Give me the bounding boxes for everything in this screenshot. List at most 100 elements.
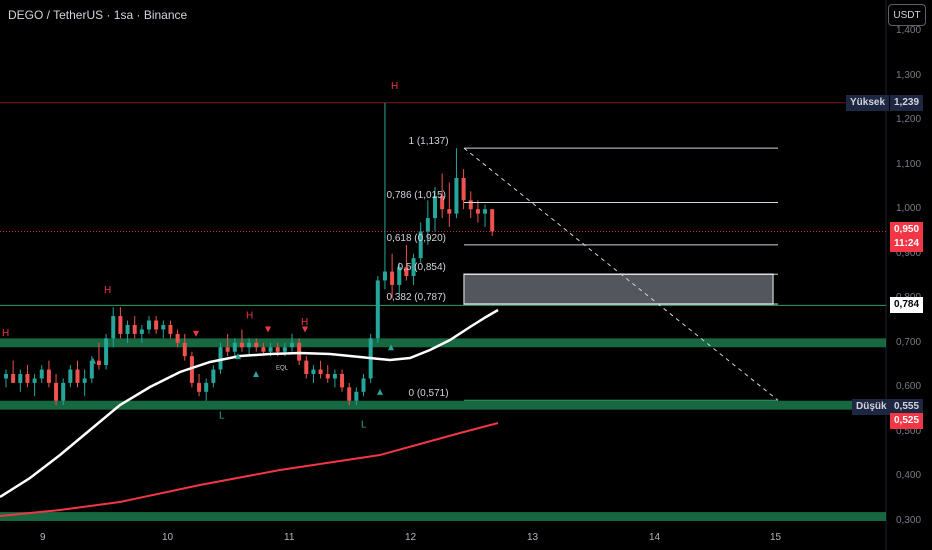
candle-body	[332, 373, 337, 379]
fib-level-label: 0 (0,571)	[408, 388, 449, 400]
candle-body	[375, 280, 380, 339]
ma-price-tag: 0,525	[890, 412, 924, 429]
signal-marker	[302, 326, 308, 333]
fib-level-label: 0,786 (1,015)	[386, 190, 447, 202]
fib-level-label: 0,5 (0,854)	[397, 262, 446, 274]
y-axis-tick-label: 1,000	[896, 203, 922, 215]
candle-body	[89, 360, 94, 379]
candle-body	[318, 369, 323, 374]
candle-body	[154, 320, 159, 330]
support-zone	[0, 512, 886, 521]
candle-body	[139, 329, 144, 334]
candle-body	[404, 267, 409, 276]
candle-body	[411, 258, 416, 276]
candle-body	[218, 347, 223, 370]
candle-body	[311, 369, 316, 374]
y-axis-tick-label: 0,500	[896, 425, 922, 437]
candle-body	[75, 369, 80, 383]
candle-body	[282, 347, 287, 352]
pattern-label: H	[2, 328, 9, 339]
fib-zone-box	[463, 273, 774, 305]
low-price-tag: 0,555	[890, 399, 924, 416]
signal-marker	[253, 370, 259, 377]
candle-body	[11, 373, 16, 383]
candle-body	[440, 195, 445, 210]
candle-body	[61, 382, 66, 401]
candle-body	[239, 342, 244, 348]
y-axis-tick-label: 0,600	[896, 381, 922, 393]
candle-body	[447, 209, 452, 214]
y-axis-tick-label: 0,300	[896, 514, 922, 526]
candle-body	[175, 333, 180, 343]
signal-marker	[377, 388, 383, 395]
symbol-title[interactable]: DEGO / TetherUS · 1sa · Binance	[8, 8, 188, 22]
candle-body	[96, 360, 101, 366]
fib-level-label: 1 (1,137)	[408, 136, 449, 148]
slow-moving-average	[0, 422, 499, 517]
x-axis-tick-label: 15	[770, 532, 782, 543]
candle-body	[125, 324, 130, 334]
candle-body	[433, 195, 437, 219]
candle-body	[82, 378, 87, 383]
candle-body	[111, 316, 116, 339]
y-axis-tick-label: 1,100	[896, 158, 922, 170]
y-axis-tick-label: 0,400	[896, 470, 922, 482]
candle-body	[247, 342, 252, 348]
high-price-tag: 1,239	[890, 94, 924, 111]
candle-body	[475, 209, 480, 214]
y-axis-tick-label: 1,300	[896, 69, 922, 81]
y-axis-tick-label: 1,200	[896, 114, 922, 126]
level-price-tag: 0,784	[890, 297, 924, 314]
y-axis-tick-label: 1,400	[896, 25, 922, 36]
x-axis-tick-label: 9	[40, 532, 46, 543]
signal-marker	[265, 326, 271, 333]
candle-body	[483, 209, 488, 214]
candle-body	[39, 369, 44, 379]
candle-body	[454, 177, 459, 214]
candle-body	[161, 324, 166, 330]
candle-body	[204, 382, 209, 392]
candle-body	[340, 373, 345, 388]
x-axis-tick-label: 10	[162, 532, 174, 543]
candle-body	[104, 338, 109, 366]
signal-marker	[90, 357, 96, 364]
pattern-label: EQL	[276, 366, 289, 372]
candle-body	[68, 369, 73, 383]
candle-body	[268, 347, 273, 352]
candle-body	[468, 200, 473, 210]
candle-body	[461, 177, 466, 201]
candle-body	[290, 342, 294, 348]
support-zone	[0, 400, 886, 410]
y-axis-tick-label: 0,700	[896, 336, 922, 348]
pattern-label: L	[219, 411, 225, 422]
x-axis-tick-label: 12	[405, 532, 417, 543]
candle-body	[132, 324, 137, 334]
candle-body	[147, 320, 151, 330]
candle-body	[354, 391, 359, 401]
fib-level-label: 0,382 (0,787)	[386, 292, 447, 304]
candle-body	[182, 342, 187, 357]
candle-body	[18, 373, 23, 383]
pattern-label: L	[361, 419, 367, 430]
pattern-label: H	[301, 317, 308, 328]
x-axis-tick-label: 11	[284, 532, 295, 543]
fast-moving-average	[0, 308, 499, 499]
candle-body	[211, 369, 216, 383]
currency-button[interactable]: USDT	[888, 4, 926, 26]
current-price-tag: 0,950	[890, 222, 924, 239]
candle-body	[347, 387, 352, 401]
candle-body	[325, 373, 330, 379]
pattern-label: H	[104, 285, 111, 296]
candle-body	[46, 369, 51, 383]
candle-body	[361, 378, 366, 392]
candle-body	[4, 373, 8, 379]
pattern-label: H	[391, 81, 398, 92]
fib-level-label: 0,618 (0,920)	[386, 232, 447, 244]
high-label: Yüksek	[846, 94, 890, 111]
signal-marker	[193, 330, 199, 337]
candle-body	[418, 231, 423, 259]
candle-countdown: 11:24	[890, 236, 924, 253]
x-axis-tick-label: 13	[527, 532, 539, 543]
candle-body	[197, 382, 202, 392]
